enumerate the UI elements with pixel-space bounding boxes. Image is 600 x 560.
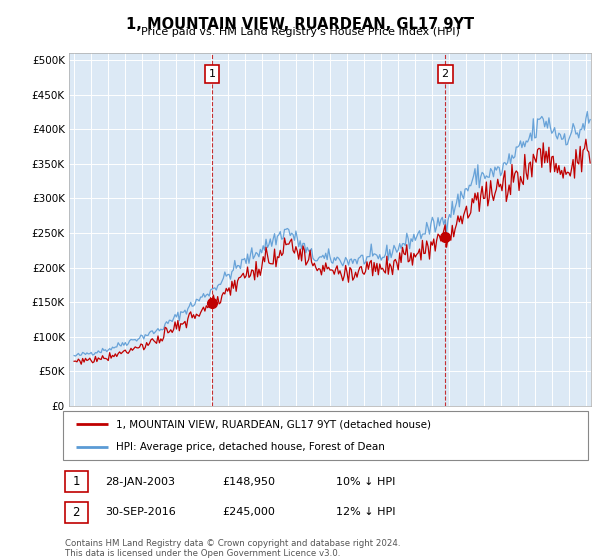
Text: Contains HM Land Registry data © Crown copyright and database right 2024.
This d: Contains HM Land Registry data © Crown c… xyxy=(65,539,400,558)
Text: 1, MOUNTAIN VIEW, RUARDEAN, GL17 9YT: 1, MOUNTAIN VIEW, RUARDEAN, GL17 9YT xyxy=(126,17,474,32)
Text: £245,000: £245,000 xyxy=(222,507,275,517)
Text: 28-JAN-2003: 28-JAN-2003 xyxy=(105,477,175,487)
Text: 1: 1 xyxy=(208,69,215,79)
Text: HPI: Average price, detached house, Forest of Dean: HPI: Average price, detached house, Fore… xyxy=(115,442,385,452)
Text: 2: 2 xyxy=(73,506,80,519)
Text: 30-SEP-2016: 30-SEP-2016 xyxy=(105,507,176,517)
FancyBboxPatch shape xyxy=(63,411,588,460)
Text: Price paid vs. HM Land Registry's House Price Index (HPI): Price paid vs. HM Land Registry's House … xyxy=(140,27,460,37)
Text: £148,950: £148,950 xyxy=(222,477,275,487)
Text: 12% ↓ HPI: 12% ↓ HPI xyxy=(336,507,395,517)
Text: 1: 1 xyxy=(73,475,80,488)
Text: 1, MOUNTAIN VIEW, RUARDEAN, GL17 9YT (detached house): 1, MOUNTAIN VIEW, RUARDEAN, GL17 9YT (de… xyxy=(115,419,431,430)
Text: 10% ↓ HPI: 10% ↓ HPI xyxy=(336,477,395,487)
Text: 2: 2 xyxy=(442,69,449,79)
